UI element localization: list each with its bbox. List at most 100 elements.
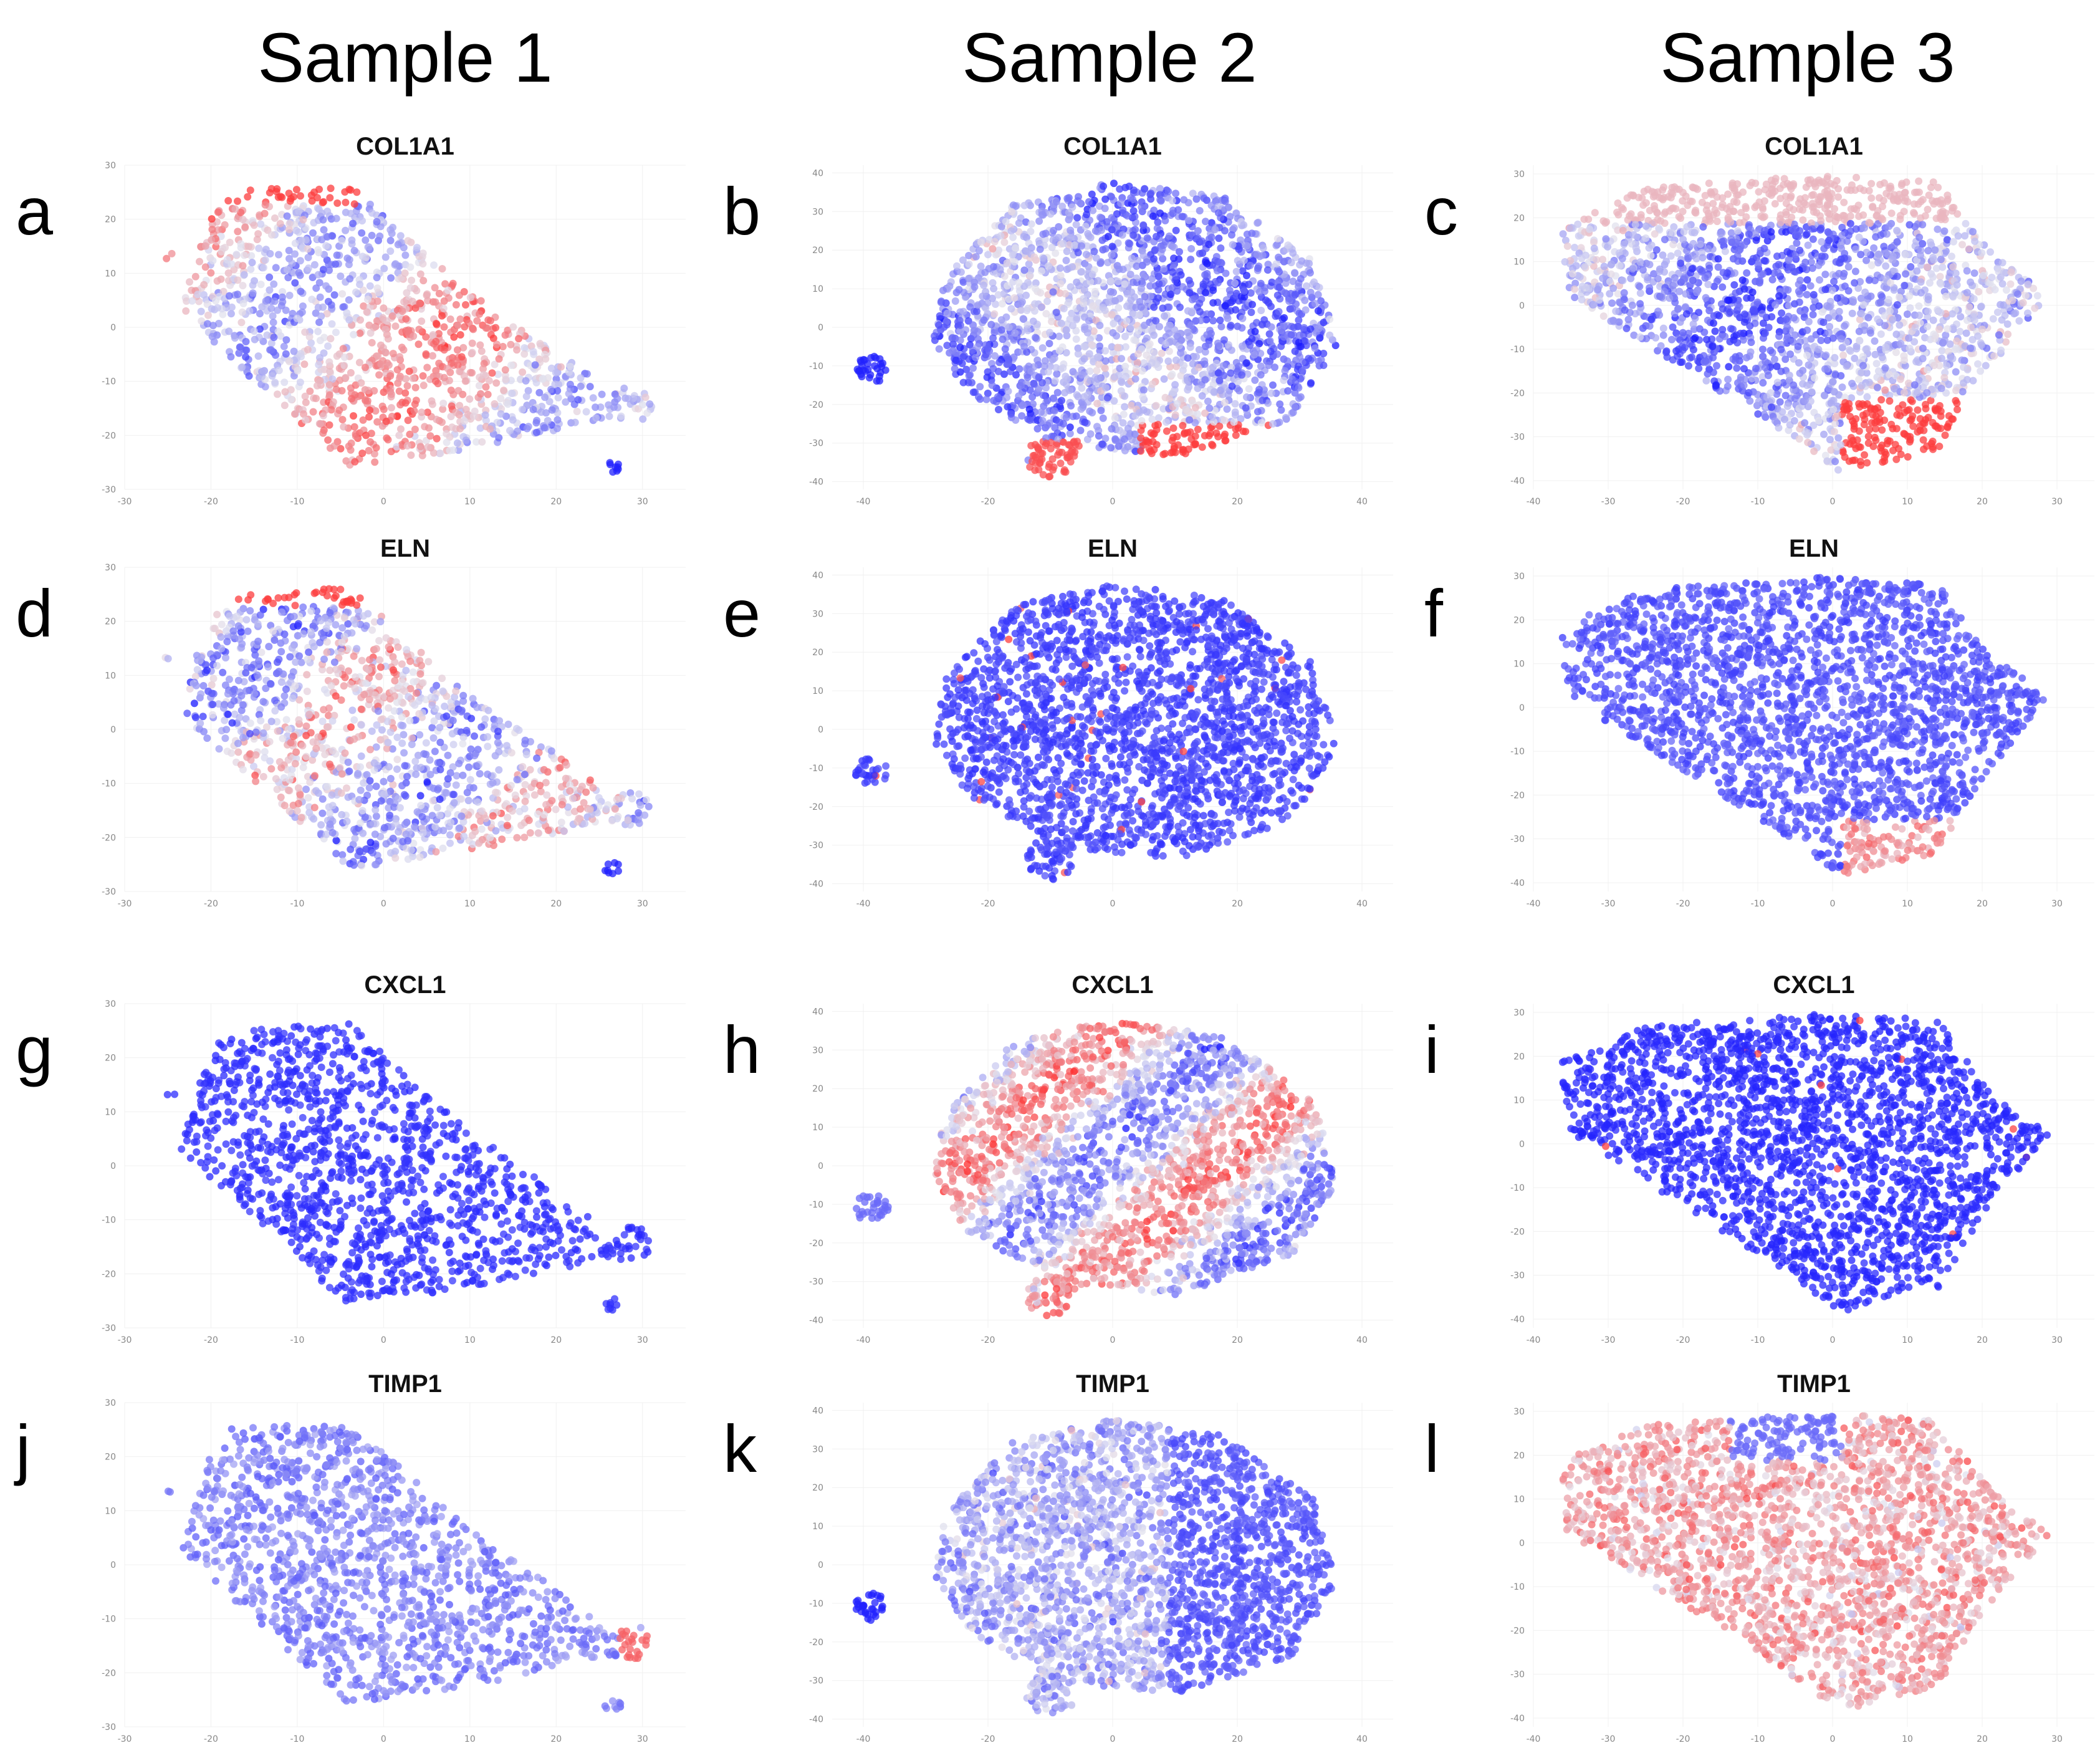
data-point (1282, 279, 1290, 287)
data-point (1229, 241, 1237, 249)
data-point (1169, 197, 1176, 204)
data-point (379, 314, 386, 322)
data-point (1268, 390, 1275, 397)
data-point (1174, 333, 1181, 340)
data-point (1831, 458, 1839, 465)
data-point (1126, 240, 1133, 247)
data-point (1075, 393, 1082, 400)
data-point (207, 269, 214, 277)
data-point (1093, 254, 1100, 262)
data-point (1043, 297, 1051, 305)
data-point (1163, 418, 1170, 426)
data-point (1799, 380, 1806, 388)
data-point (1130, 207, 1138, 214)
data-point (1090, 302, 1097, 310)
data-point (486, 425, 494, 433)
data-point (1707, 218, 1714, 225)
data-point (405, 237, 412, 244)
data-point (295, 269, 303, 277)
data-point (1733, 365, 1740, 372)
data-point (1101, 204, 1109, 212)
y-tick-label: 0 (110, 323, 116, 333)
data-point (1326, 315, 1333, 323)
data-point (285, 358, 293, 365)
data-point (989, 334, 997, 342)
data-point (1239, 428, 1247, 435)
data-point (1305, 355, 1312, 362)
data-point (325, 298, 332, 305)
data-point (520, 350, 528, 358)
data-point (1127, 324, 1134, 332)
data-point (1228, 347, 1235, 354)
data-point (1254, 408, 1262, 415)
data-point (1108, 226, 1116, 234)
data-point (388, 413, 396, 420)
data-point (605, 401, 612, 409)
data-point (482, 383, 490, 391)
data-point (1310, 279, 1318, 286)
y-tick-label: 40 (812, 168, 823, 178)
data-point (239, 216, 247, 223)
data-point (366, 406, 373, 414)
data-point (541, 424, 549, 431)
data-point (266, 286, 273, 294)
data-point (1108, 425, 1115, 433)
data-point (974, 328, 982, 335)
data-point (1714, 218, 1721, 225)
data-point (1685, 362, 1692, 370)
data-point (1795, 359, 1803, 367)
data-point (1755, 277, 1763, 285)
data-point (1172, 357, 1180, 364)
data-point (293, 227, 300, 234)
data-point (430, 449, 438, 457)
x-tick-label: 10 (464, 497, 476, 507)
data-point (1078, 385, 1085, 392)
data-point (2018, 277, 2025, 285)
data-point (1662, 348, 1670, 356)
data-point (387, 274, 395, 282)
data-point (1902, 270, 1909, 277)
data-point (269, 312, 277, 320)
data-point (1871, 337, 1879, 345)
data-point (1871, 277, 1879, 284)
data-point (439, 400, 447, 407)
data-point (1849, 310, 1856, 317)
data-point (524, 425, 531, 433)
data-point (245, 243, 252, 250)
data-point (194, 291, 201, 298)
data-point (1169, 448, 1177, 456)
data-point (1121, 363, 1129, 370)
data-point (420, 382, 428, 389)
data-point (956, 309, 964, 316)
data-point (402, 315, 410, 323)
data-point (347, 210, 355, 218)
data-point (1085, 317, 1093, 325)
data-point (377, 360, 385, 368)
data-point (1075, 350, 1082, 358)
data-point (507, 341, 514, 348)
data-point (1747, 348, 1755, 356)
data-point (590, 394, 597, 401)
data-point (368, 339, 376, 347)
data-point (295, 208, 302, 215)
data-point (281, 401, 289, 409)
data-point (1194, 426, 1202, 433)
data-point (583, 408, 590, 416)
data-point (1208, 202, 1215, 209)
data-point (1192, 441, 1199, 448)
data-point (1727, 325, 1735, 332)
data-point (977, 262, 985, 270)
data-point (1166, 395, 1173, 403)
data-point (1069, 322, 1076, 329)
data-point (1148, 359, 1156, 367)
data-point (257, 221, 264, 228)
data-point (1153, 441, 1161, 448)
data-point (1089, 207, 1096, 214)
data-point (1196, 346, 1203, 353)
data-point (1199, 281, 1207, 288)
data-point (345, 261, 353, 268)
data-point (337, 272, 344, 280)
data-point (1840, 199, 1848, 206)
data-point (325, 358, 333, 366)
data-point (416, 299, 423, 307)
